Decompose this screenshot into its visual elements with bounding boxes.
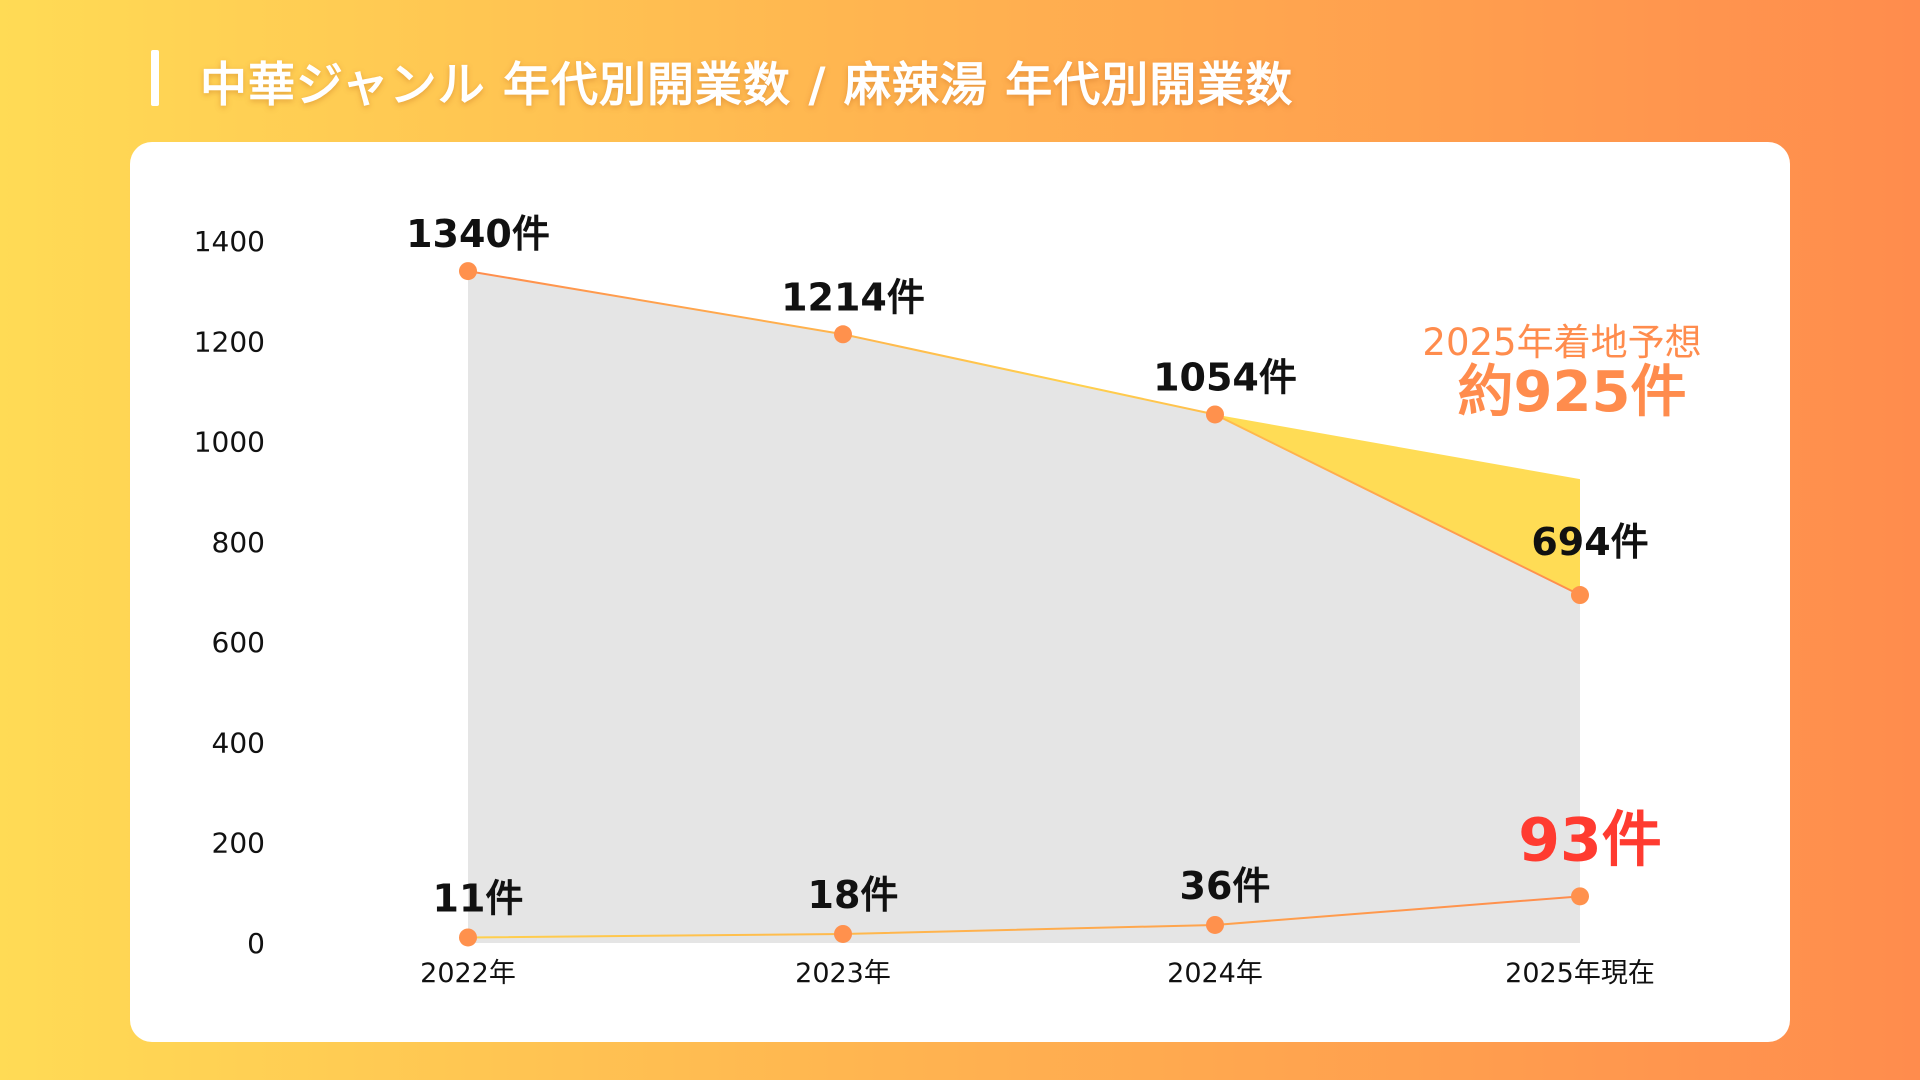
mala-data-label: 36件 [1180,864,1271,908]
mala-data-label: 18件 [808,873,899,917]
x-tick-label: 2025年現在 [1505,958,1655,989]
main-series-point [1206,405,1224,424]
forecast-value: 約925件 [1458,360,1687,425]
main-data-label: 1340件 [406,212,550,256]
y-tick-label: 200 [212,827,265,860]
mala-highlight-label: 93件 [1518,805,1662,875]
line-area-chart: 0 200 400 600 800 1000 1200 1400 2022年 2023年 2024年… [194,212,1702,989]
mala-series-point [1206,915,1224,934]
chart-card: 0 200 400 600 800 1000 1200 1400 2022年 2023年 2024年… [130,142,1790,1042]
mala-series-point [1571,887,1589,906]
main-series-area [468,271,1580,943]
y-tick-label: 400 [212,726,265,759]
forecast-caption: 2025年着地予想 [1422,321,1701,364]
x-tick-label: 2023年 [795,958,891,989]
y-tick-label: 1000 [194,426,265,459]
main-data-label: 1214件 [781,275,925,319]
y-tick-label: 0 [247,927,265,960]
mala-series-point [834,924,852,943]
main-data-label: 1054件 [1153,355,1297,399]
mala-data-label: 11件 [433,876,524,920]
y-tick-label: 1400 [194,225,265,258]
main-series-point [459,262,477,281]
x-tick-label: 2024年 [1167,958,1263,989]
main-series-point [834,325,852,344]
main-series-line [467,270,1581,596]
y-tick-label: 800 [212,526,265,559]
mala-series-line [467,895,1581,939]
page-title: 中華ジャンル 年代別開業数 / 麻辣湯 年代別開業数 [200,58,1294,113]
x-tick-label: 2022年 [420,958,516,989]
main-data-label: 694件 [1531,520,1648,564]
main-series-point [1571,586,1589,605]
mala-series-point [459,928,477,947]
title-accent-bar [151,50,159,106]
y-tick-label: 600 [212,626,265,659]
y-tick-label: 1200 [194,325,265,358]
